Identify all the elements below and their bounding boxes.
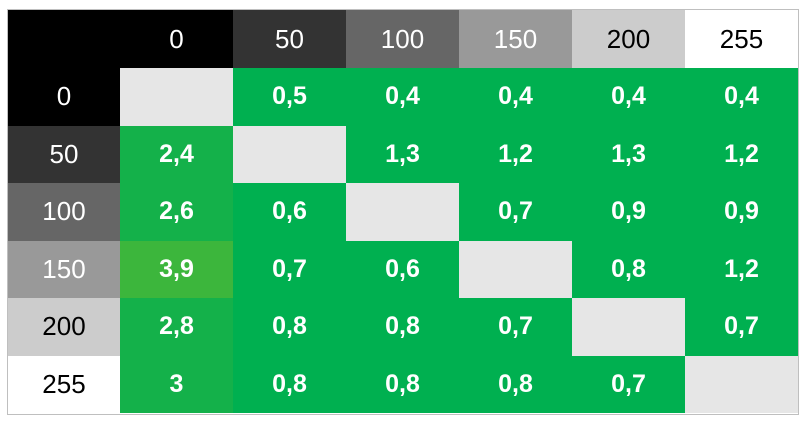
value-cell: 0,7 bbox=[459, 298, 572, 356]
corner-cell bbox=[8, 10, 120, 68]
value-cell: 3 bbox=[120, 355, 233, 413]
column-header: 100 bbox=[346, 10, 459, 68]
row-header: 100 bbox=[8, 183, 120, 241]
value-cell: 0,4 bbox=[459, 68, 572, 126]
row-header: 150 bbox=[8, 240, 120, 298]
diagonal-cell bbox=[459, 240, 572, 298]
row-header: 200 bbox=[8, 298, 120, 356]
value-cell: 1,2 bbox=[685, 240, 798, 298]
column-header: 150 bbox=[459, 10, 572, 68]
value-cell: 1,3 bbox=[572, 125, 685, 183]
column-header: 50 bbox=[233, 10, 346, 68]
value-cell: 3,9 bbox=[120, 240, 233, 298]
value-cell: 0,9 bbox=[685, 183, 798, 241]
column-header: 200 bbox=[572, 10, 685, 68]
value-cell: 0,4 bbox=[685, 68, 798, 126]
value-cell: 2,8 bbox=[120, 298, 233, 356]
table-border bbox=[7, 9, 799, 415]
value-cell: 2,4 bbox=[120, 125, 233, 183]
value-cell: 0,8 bbox=[233, 355, 346, 413]
value-cell: 0,6 bbox=[233, 183, 346, 241]
value-cell: 0,7 bbox=[685, 298, 798, 356]
column-header: 255 bbox=[685, 10, 798, 68]
value-cell: 0,4 bbox=[346, 68, 459, 126]
row-header: 255 bbox=[8, 355, 120, 413]
diagonal-cell bbox=[233, 125, 346, 183]
value-cell: 0,7 bbox=[572, 355, 685, 413]
diagonal-cell bbox=[346, 183, 459, 241]
column-header: 0 bbox=[120, 10, 233, 68]
value-cell: 0,4 bbox=[572, 68, 685, 126]
value-cell: 0,7 bbox=[459, 183, 572, 241]
value-cell: 1,2 bbox=[459, 125, 572, 183]
value-cell: 1,3 bbox=[346, 125, 459, 183]
row-header: 50 bbox=[8, 125, 120, 183]
value-cell: 0,5 bbox=[233, 68, 346, 126]
row-header: 0 bbox=[8, 68, 120, 126]
value-cell: 0,6 bbox=[346, 240, 459, 298]
value-cell: 0,8 bbox=[346, 355, 459, 413]
value-cell: 0,8 bbox=[233, 298, 346, 356]
value-cell: 0,8 bbox=[459, 355, 572, 413]
value-cell: 0,8 bbox=[346, 298, 459, 356]
value-cell: 0,9 bbox=[572, 183, 685, 241]
value-cell: 0,7 bbox=[233, 240, 346, 298]
value-cell: 2,6 bbox=[120, 183, 233, 241]
value-cell: 1,2 bbox=[685, 125, 798, 183]
diagonal-cell bbox=[685, 355, 798, 413]
diagonal-cell bbox=[120, 68, 233, 126]
value-cell: 0,8 bbox=[572, 240, 685, 298]
diagonal-cell bbox=[572, 298, 685, 356]
